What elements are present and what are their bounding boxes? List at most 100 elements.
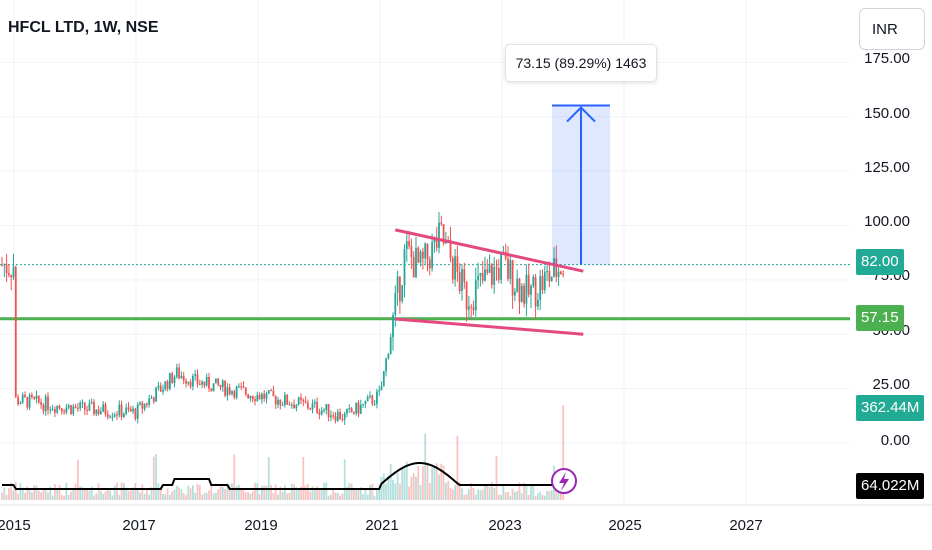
candle-body xyxy=(90,401,93,404)
candle-body xyxy=(523,285,525,304)
measure-label: 73.15 (89.29%) 1463 xyxy=(505,44,657,82)
candle-body xyxy=(277,399,279,405)
candle-body xyxy=(555,258,558,277)
volume-bar xyxy=(187,485,190,500)
candle-body xyxy=(249,395,252,399)
candle-body xyxy=(125,407,128,414)
volume-bar xyxy=(261,486,263,500)
candle-body xyxy=(557,271,560,277)
candle-body xyxy=(77,407,79,409)
candle-body xyxy=(164,381,167,390)
volume-bar xyxy=(267,457,270,500)
volume-bar xyxy=(433,467,436,500)
candle-body xyxy=(433,237,436,243)
symbol-title: HFCL LTD, 1W, NSE xyxy=(8,19,159,36)
volume-bar xyxy=(162,493,164,500)
volume-bar xyxy=(72,488,75,500)
candle-body xyxy=(208,376,210,389)
candle-body xyxy=(468,306,470,310)
candle-body xyxy=(353,412,355,414)
volume-bar xyxy=(21,487,24,500)
candle-body xyxy=(129,408,132,412)
volume-bar xyxy=(334,492,337,500)
candle-body xyxy=(33,396,36,399)
candle-body xyxy=(527,274,530,295)
candle-body xyxy=(387,354,390,359)
volume-bar xyxy=(148,494,151,500)
time-tick: 2023 xyxy=(488,517,522,534)
candle-body xyxy=(323,410,325,412)
candle-body xyxy=(155,387,157,402)
candle-body xyxy=(228,387,231,395)
candle-body xyxy=(205,376,208,386)
volume-bar xyxy=(415,476,417,500)
candle-body xyxy=(359,404,362,414)
candle-body xyxy=(233,391,236,398)
volume-bar xyxy=(90,486,93,500)
candle-body xyxy=(560,271,562,274)
candle-body xyxy=(42,404,45,412)
volume-bar xyxy=(226,483,229,500)
volume-bar xyxy=(394,483,397,500)
candle-body xyxy=(111,416,114,418)
volume-bar xyxy=(557,488,560,500)
volume-bar xyxy=(550,489,553,500)
volume-bar xyxy=(449,487,452,500)
volume-bar xyxy=(532,485,535,500)
volume-bar xyxy=(242,489,245,500)
volume-bar xyxy=(504,492,507,500)
candle-body xyxy=(341,419,344,421)
candle-body xyxy=(83,402,86,410)
candle-body xyxy=(516,278,519,292)
candle-body xyxy=(244,387,247,395)
volume-bar xyxy=(8,488,10,500)
candle-body xyxy=(70,405,72,414)
candle-body xyxy=(530,285,532,295)
volume-bar xyxy=(509,495,512,500)
volume-bar xyxy=(254,482,256,500)
volume-bar xyxy=(560,490,562,500)
candle-body xyxy=(488,264,491,273)
candle-body xyxy=(491,264,493,285)
price-tick: 0.00 xyxy=(880,432,910,449)
volume-bar xyxy=(514,491,516,500)
candle-body xyxy=(438,222,440,248)
volume-bar xyxy=(141,484,144,500)
currency-selector[interactable]: INR xyxy=(859,8,925,50)
volume-bar xyxy=(14,482,17,500)
candle-body xyxy=(410,246,413,257)
volume-bar xyxy=(488,487,491,500)
candle-body xyxy=(339,411,341,420)
candle-body xyxy=(520,285,523,302)
candle-body xyxy=(31,394,33,397)
volume-bar xyxy=(228,484,231,500)
candle-body xyxy=(28,394,31,408)
candle-body xyxy=(12,266,15,278)
candle-body xyxy=(169,373,171,389)
support-price-tag: 57.15 xyxy=(856,305,904,331)
candle-body xyxy=(146,403,148,405)
volume-bar xyxy=(47,492,49,500)
volume-bar xyxy=(401,467,404,500)
lightning-icon[interactable] xyxy=(551,468,577,494)
volume-bar xyxy=(77,459,79,500)
candle-body xyxy=(309,408,312,410)
candle-body xyxy=(116,414,118,416)
candle-body xyxy=(148,398,151,405)
volume-bar xyxy=(155,454,157,500)
candle-body xyxy=(157,385,160,388)
volume-bar xyxy=(518,482,521,500)
volume-bar xyxy=(438,474,440,500)
candle-body xyxy=(251,395,254,400)
candle-body xyxy=(192,375,194,387)
volume-bar xyxy=(525,486,528,500)
candle-body xyxy=(541,276,544,290)
volume-bar xyxy=(134,483,137,500)
candle-body xyxy=(412,256,415,278)
candle-body xyxy=(120,404,123,418)
candle-body xyxy=(238,386,240,388)
volume-bar xyxy=(332,489,335,500)
volume-bar xyxy=(378,485,381,500)
volume-bar xyxy=(330,494,332,500)
